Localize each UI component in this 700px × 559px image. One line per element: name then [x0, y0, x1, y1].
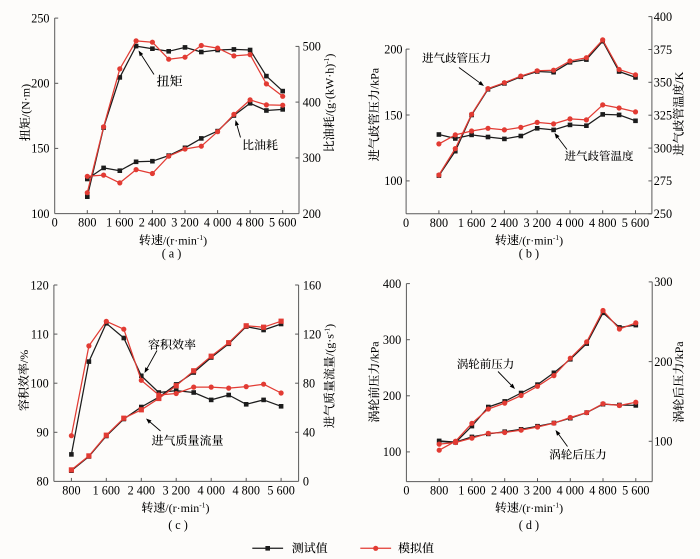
svg-text:800: 800: [62, 483, 80, 497]
svg-text:/%: /%: [17, 350, 31, 363]
svg-text:800: 800: [78, 216, 96, 230]
svg-text:200: 200: [654, 355, 672, 369]
svg-text:800: 800: [430, 216, 448, 230]
svg-text:/kPa: /kPa: [672, 341, 686, 363]
svg-text:400: 400: [303, 95, 321, 109]
svg-text:): ): [206, 501, 210, 515]
svg-text:350: 350: [654, 76, 672, 90]
svg-text:0: 0: [303, 475, 309, 489]
svg-text:200: 200: [383, 389, 401, 403]
svg-text:300: 300: [303, 151, 321, 165]
svg-text:/(g·s: /(g·s: [323, 334, 337, 356]
svg-text:300: 300: [654, 141, 672, 155]
svg-text:/(N·m): /(N·m): [18, 84, 32, 117]
svg-text:5 600: 5 600: [269, 216, 296, 230]
svg-text:( b ): ( b ): [519, 246, 539, 260]
svg-text:4 000: 4 000: [556, 216, 583, 230]
svg-text:/(r·min: /(r·min: [163, 233, 197, 247]
svg-text:-1: -1: [322, 57, 331, 63]
svg-text:150: 150: [384, 108, 402, 122]
svg-text:4 800: 4 800: [236, 216, 263, 230]
svg-text:100: 100: [31, 207, 49, 221]
svg-text:-1: -1: [553, 233, 559, 242]
svg-text:120: 120: [303, 327, 321, 341]
svg-text:500: 500: [303, 40, 321, 54]
svg-text:): ): [559, 501, 563, 515]
svg-text:/K: /K: [672, 71, 686, 83]
svg-text:0: 0: [403, 216, 409, 230]
svg-text:3 200: 3 200: [162, 483, 189, 497]
svg-text:4 000: 4 000: [204, 216, 231, 230]
svg-text:200: 200: [31, 77, 49, 91]
svg-text:100: 100: [383, 445, 401, 459]
svg-text:275: 275: [654, 174, 672, 188]
svg-text:3 200: 3 200: [171, 216, 198, 230]
svg-text:-1: -1: [322, 328, 331, 334]
svg-text:5 600: 5 600: [622, 216, 649, 230]
svg-text:800: 800: [430, 484, 448, 498]
svg-text:4 800: 4 800: [589, 484, 616, 498]
svg-text:2 400: 2 400: [491, 216, 518, 230]
svg-text:400: 400: [383, 277, 401, 291]
svg-text:4 000: 4 000: [557, 484, 584, 498]
svg-text:300: 300: [654, 275, 672, 289]
svg-text:0: 0: [52, 216, 58, 230]
svg-text:4 800: 4 800: [232, 483, 259, 497]
svg-text:/kPa: /kPa: [367, 67, 381, 89]
svg-text:100: 100: [654, 435, 672, 449]
svg-text:1 600: 1 600: [106, 216, 133, 230]
svg-text:0: 0: [403, 484, 409, 498]
svg-text:1 600: 1 600: [93, 483, 120, 497]
svg-text:150: 150: [31, 142, 49, 156]
svg-text:/(r·min: /(r·min: [519, 501, 553, 515]
svg-text:): ): [323, 324, 337, 328]
svg-text:250: 250: [31, 11, 49, 25]
svg-text:5 600: 5 600: [267, 483, 294, 497]
svg-text:/(r·min: /(r·min: [519, 233, 553, 247]
svg-text:200: 200: [384, 42, 402, 56]
svg-text:40: 40: [303, 426, 315, 440]
svg-text:( d ): ( d ): [519, 518, 539, 532]
svg-text:1 600: 1 600: [458, 484, 485, 498]
svg-text:200: 200: [303, 207, 321, 221]
svg-text:/kPa: /kPa: [367, 341, 381, 363]
svg-text:-1: -1: [199, 501, 205, 510]
svg-text:375: 375: [654, 43, 672, 57]
svg-text:1 600: 1 600: [458, 216, 485, 230]
svg-text:5 600: 5 600: [622, 484, 649, 498]
svg-text:2 400: 2 400: [128, 483, 155, 497]
svg-text:120: 120: [30, 278, 48, 292]
svg-text:): ): [322, 54, 336, 58]
svg-text:2 400: 2 400: [491, 484, 518, 498]
svg-text:/(g·(kW·h): /(g·(kW·h): [322, 64, 336, 117]
svg-text:3 200: 3 200: [524, 484, 551, 498]
svg-text:2 400: 2 400: [139, 216, 166, 230]
svg-text:250: 250: [654, 207, 672, 221]
svg-text:4 000: 4 000: [197, 483, 224, 497]
svg-text:160: 160: [303, 278, 321, 292]
svg-text:/(r·min: /(r·min: [165, 501, 199, 515]
svg-text:4 800: 4 800: [589, 216, 616, 230]
svg-text:-1: -1: [197, 233, 203, 242]
svg-text:300: 300: [383, 333, 401, 347]
svg-text:325: 325: [654, 109, 672, 123]
svg-text:100: 100: [384, 174, 402, 188]
svg-text:110: 110: [31, 327, 49, 341]
svg-text:( c ): ( c ): [168, 518, 188, 532]
svg-text:90: 90: [37, 426, 49, 440]
svg-text:80: 80: [37, 475, 49, 489]
svg-text:( a ): ( a ): [162, 246, 182, 260]
svg-text:): ): [559, 233, 563, 247]
svg-text:400: 400: [654, 10, 672, 24]
svg-text:): ): [203, 233, 207, 247]
svg-text:-1: -1: [553, 501, 559, 510]
svg-text:3 200: 3 200: [523, 216, 550, 230]
svg-text:80: 80: [303, 377, 315, 391]
svg-text:100: 100: [30, 377, 48, 391]
